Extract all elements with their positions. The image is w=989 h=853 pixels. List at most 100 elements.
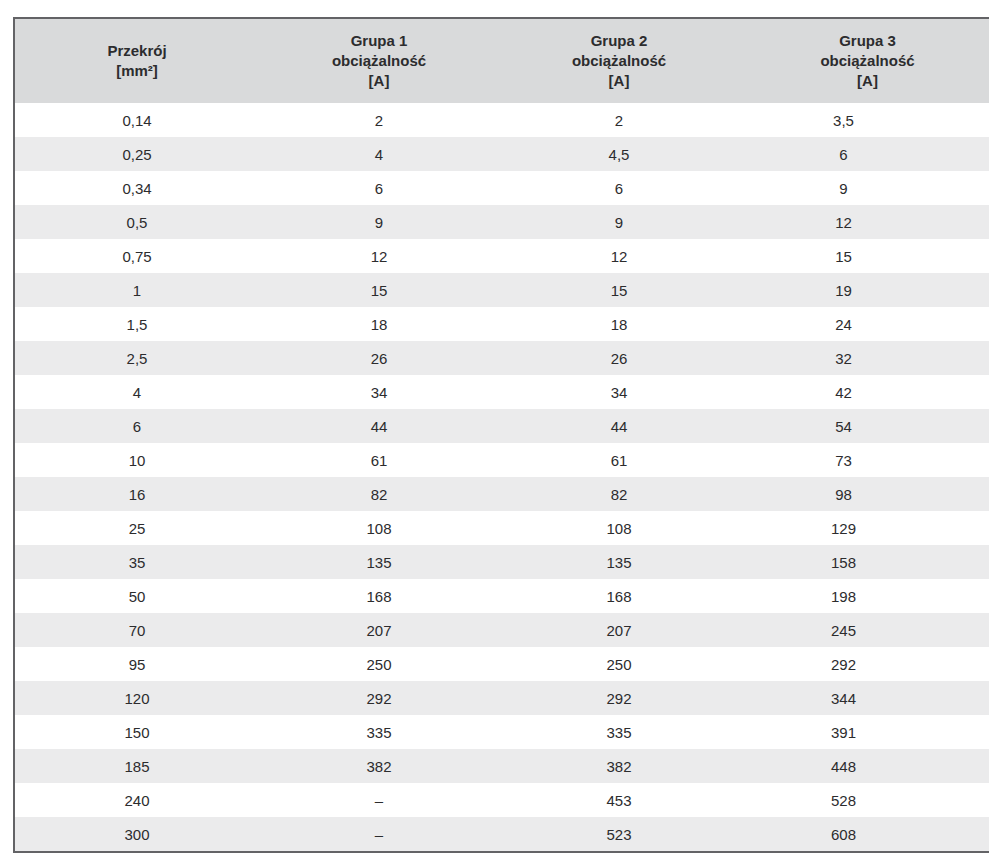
column-header-grupa-1: Grupa 1 obciążalność [A] bbox=[259, 19, 499, 103]
table-cell: 12 bbox=[499, 239, 739, 273]
table-cell: 1,5 bbox=[15, 307, 259, 341]
table-cell: 42 bbox=[739, 375, 989, 409]
current-capacity-table: Przekrój [mm²] Grupa 1 obciążalność [A] … bbox=[13, 17, 989, 853]
table-row: 70207207245 bbox=[15, 613, 989, 647]
table-cell: 3,5 bbox=[739, 103, 989, 137]
table-cell: 0,34 bbox=[15, 171, 259, 205]
table-cell: 0,5 bbox=[15, 205, 259, 239]
table-row: 6444454 bbox=[15, 409, 989, 443]
table-cell: 35 bbox=[15, 545, 259, 579]
table-cell: 391 bbox=[739, 715, 989, 749]
table-cell: 292 bbox=[739, 647, 989, 681]
header-line: Grupa 3 bbox=[739, 31, 989, 51]
header-line: obciążalność bbox=[739, 51, 989, 71]
table-cell: 608 bbox=[739, 817, 989, 851]
table-header: Przekrój [mm²] Grupa 1 obciążalność [A] … bbox=[15, 19, 989, 103]
table-cell: 44 bbox=[259, 409, 499, 443]
table-cell: 9 bbox=[499, 205, 739, 239]
table-cell: 26 bbox=[259, 341, 499, 375]
table-cell: 523 bbox=[499, 817, 739, 851]
table-cell: 61 bbox=[499, 443, 739, 477]
table-cell: 135 bbox=[499, 545, 739, 579]
table-cell: 335 bbox=[499, 715, 739, 749]
table-cell: 6 bbox=[15, 409, 259, 443]
table-row: 4343442 bbox=[15, 375, 989, 409]
table-cell: 292 bbox=[259, 681, 499, 715]
table-row: 16828298 bbox=[15, 477, 989, 511]
table-cell: 70 bbox=[15, 613, 259, 647]
table-cell: 335 bbox=[259, 715, 499, 749]
header-line: Grupa 1 bbox=[259, 31, 499, 51]
table-cell: 18 bbox=[259, 307, 499, 341]
table-row: 1,5181824 bbox=[15, 307, 989, 341]
header-line: [mm²] bbox=[15, 61, 259, 81]
column-header-grupa-3: Grupa 3 obciążalność [A] bbox=[739, 19, 989, 103]
table-row: 0,14223,5 bbox=[15, 103, 989, 137]
table-cell: 12 bbox=[259, 239, 499, 273]
table-cell: 9 bbox=[259, 205, 499, 239]
table-cell: 108 bbox=[499, 511, 739, 545]
table-cell: 528 bbox=[739, 783, 989, 817]
table-cell: 54 bbox=[739, 409, 989, 443]
table-cell: 185 bbox=[15, 749, 259, 783]
table-cell: 6 bbox=[499, 171, 739, 205]
table-row: 300–523608 bbox=[15, 817, 989, 851]
table-cell: 382 bbox=[499, 749, 739, 783]
table-row: 95250250292 bbox=[15, 647, 989, 681]
table-cell: 25 bbox=[15, 511, 259, 545]
table-cell: 10 bbox=[15, 443, 259, 477]
table-cell: 0,14 bbox=[15, 103, 259, 137]
table-cell: 34 bbox=[499, 375, 739, 409]
table-cell: 129 bbox=[739, 511, 989, 545]
table-row: 120292292344 bbox=[15, 681, 989, 715]
table-row: 0,75121215 bbox=[15, 239, 989, 273]
table-cell: 448 bbox=[739, 749, 989, 783]
table-cell: 50 bbox=[15, 579, 259, 613]
table-cell: 15 bbox=[259, 273, 499, 307]
table-cell: 198 bbox=[739, 579, 989, 613]
table-cell: 61 bbox=[259, 443, 499, 477]
table-cell: 98 bbox=[739, 477, 989, 511]
table-cell: 4,5 bbox=[499, 137, 739, 171]
table-cell: 73 bbox=[739, 443, 989, 477]
table-cell: 16 bbox=[15, 477, 259, 511]
table-cell: – bbox=[259, 783, 499, 817]
table-cell: 82 bbox=[259, 477, 499, 511]
table-cell: 82 bbox=[499, 477, 739, 511]
table-cell: 1 bbox=[15, 273, 259, 307]
table-cell: 245 bbox=[739, 613, 989, 647]
table-cell: 344 bbox=[739, 681, 989, 715]
table-cell: 24 bbox=[739, 307, 989, 341]
table-row: 0,2544,56 bbox=[15, 137, 989, 171]
table-cell: 108 bbox=[259, 511, 499, 545]
page: Przekrój [mm²] Grupa 1 obciążalność [A] … bbox=[0, 0, 989, 853]
table-row: 10616173 bbox=[15, 443, 989, 477]
table-cell: 2 bbox=[259, 103, 499, 137]
table-cell: 135 bbox=[259, 545, 499, 579]
table-cell: 32 bbox=[739, 341, 989, 375]
table-cell: 4 bbox=[15, 375, 259, 409]
table-cell: 158 bbox=[739, 545, 989, 579]
table-cell: 34 bbox=[259, 375, 499, 409]
column-header-przekroj: Przekrój [mm²] bbox=[15, 19, 259, 103]
table-cell: 44 bbox=[499, 409, 739, 443]
table-row: 185382382448 bbox=[15, 749, 989, 783]
header-line: Przekrój bbox=[15, 41, 259, 61]
header-line: [A] bbox=[259, 71, 499, 91]
table-cell: 168 bbox=[259, 579, 499, 613]
header-line: Grupa 2 bbox=[499, 31, 739, 51]
table-cell: 300 bbox=[15, 817, 259, 851]
table-cell: 26 bbox=[499, 341, 739, 375]
table-cell: 207 bbox=[499, 613, 739, 647]
table-row: 50168168198 bbox=[15, 579, 989, 613]
table-row: 0,34669 bbox=[15, 171, 989, 205]
table-cell: 15 bbox=[499, 273, 739, 307]
table-row: 0,59912 bbox=[15, 205, 989, 239]
table-row: 35135135158 bbox=[15, 545, 989, 579]
header-line: obciążalność bbox=[259, 51, 499, 71]
table-cell: 4 bbox=[259, 137, 499, 171]
column-header-grupa-2: Grupa 2 obciążalność [A] bbox=[499, 19, 739, 103]
table-cell: 292 bbox=[499, 681, 739, 715]
table-cell: 0,75 bbox=[15, 239, 259, 273]
table-row: 240–453528 bbox=[15, 783, 989, 817]
